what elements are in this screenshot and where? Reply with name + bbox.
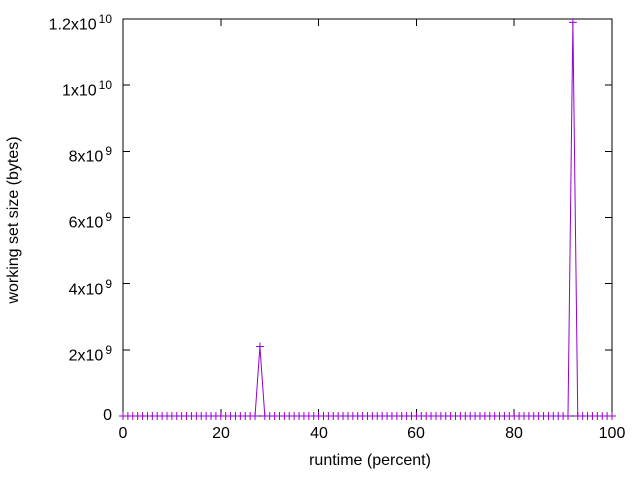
x-tick-label: 0 [118,425,128,442]
x-axis-title: runtime (percent) [309,452,431,469]
x-tick-label: 20 [212,425,230,442]
y-tick-label: 2x10 9 [68,343,112,365]
x-tick-label: 80 [505,425,523,442]
series-markers [119,18,616,420]
y-tick-label: 1.2x10 10 [48,12,112,34]
plot-border [122,18,613,417]
x-tick-label: 40 [310,425,328,442]
y-tick-label: 8x10 9 [68,144,112,166]
y-tick-label: 0 [103,407,112,424]
x-tick-label: 100 [598,425,626,442]
x-tick-label: 60 [407,425,425,442]
series-line [123,22,612,417]
y-axis-title: working set size (bytes) [5,136,22,304]
y-tick-label: 4x10 9 [68,277,112,299]
axis-ticks [122,18,613,417]
y-tick-label: 1x10 10 [61,78,112,100]
y-tick-label: 6x10 9 [68,210,112,232]
